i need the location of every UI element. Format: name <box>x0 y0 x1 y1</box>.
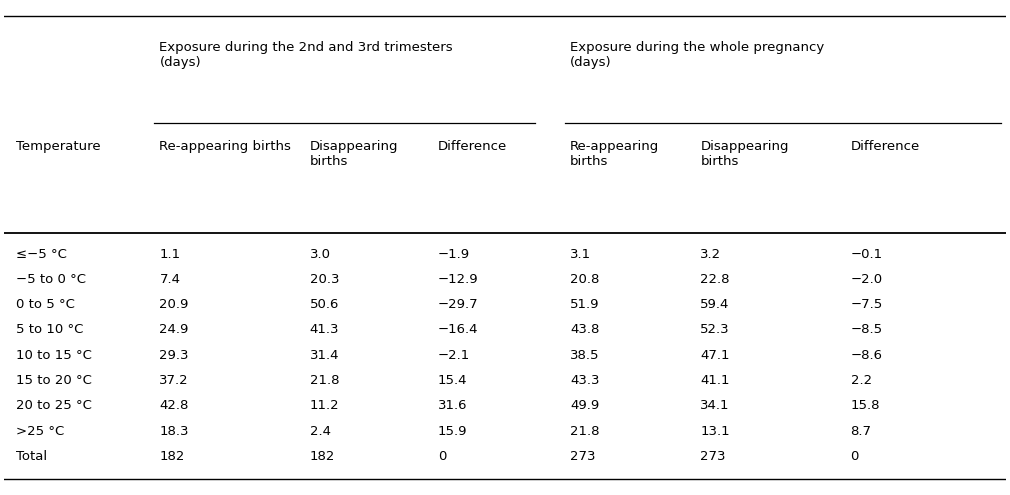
Text: 38.5: 38.5 <box>570 348 600 362</box>
Text: −1.9: −1.9 <box>438 248 470 260</box>
Text: 15 to 20 °C: 15 to 20 °C <box>16 374 92 387</box>
Text: 15.9: 15.9 <box>438 425 468 438</box>
Text: −5 to 0 °C: −5 to 0 °C <box>16 273 86 286</box>
Text: −16.4: −16.4 <box>438 323 479 337</box>
Text: 20.9: 20.9 <box>160 298 189 311</box>
Text: 5 to 10 °C: 5 to 10 °C <box>16 323 84 337</box>
Text: 52.3: 52.3 <box>700 323 730 337</box>
Text: 20.3: 20.3 <box>310 273 339 286</box>
Text: −8.5: −8.5 <box>850 323 883 337</box>
Text: 59.4: 59.4 <box>700 298 729 311</box>
Text: 3.0: 3.0 <box>310 248 330 260</box>
Text: Exposure during the whole pregnancy
(days): Exposure during the whole pregnancy (day… <box>570 41 824 69</box>
Text: Difference: Difference <box>850 141 920 153</box>
Text: 49.9: 49.9 <box>570 399 599 412</box>
Text: 1.1: 1.1 <box>160 248 181 260</box>
Text: 31.4: 31.4 <box>310 348 339 362</box>
Text: 182: 182 <box>160 450 185 463</box>
Text: 2.2: 2.2 <box>850 374 872 387</box>
Text: Temperature: Temperature <box>16 141 101 153</box>
Text: 24.9: 24.9 <box>160 323 189 337</box>
Text: 47.1: 47.1 <box>700 348 730 362</box>
Text: Re-appearing
births: Re-appearing births <box>570 141 660 168</box>
Text: 20 to 25 °C: 20 to 25 °C <box>16 399 92 412</box>
Text: 8.7: 8.7 <box>850 425 872 438</box>
Text: 3.1: 3.1 <box>570 248 591 260</box>
Text: 182: 182 <box>310 450 335 463</box>
Text: 20.8: 20.8 <box>570 273 600 286</box>
Text: 31.6: 31.6 <box>438 399 468 412</box>
Text: 15.4: 15.4 <box>438 374 468 387</box>
Text: >25 °C: >25 °C <box>16 425 65 438</box>
Text: 2.4: 2.4 <box>310 425 330 438</box>
Text: 43.3: 43.3 <box>570 374 600 387</box>
Text: 15.8: 15.8 <box>850 399 880 412</box>
Text: 21.8: 21.8 <box>310 374 339 387</box>
Text: Exposure during the 2nd and 3rd trimesters
(days): Exposure during the 2nd and 3rd trimeste… <box>160 41 453 69</box>
Text: 13.1: 13.1 <box>700 425 730 438</box>
Text: 3.2: 3.2 <box>700 248 721 260</box>
Text: 11.2: 11.2 <box>310 399 339 412</box>
Text: −7.5: −7.5 <box>850 298 883 311</box>
Text: 0: 0 <box>850 450 858 463</box>
Text: 10 to 15 °C: 10 to 15 °C <box>16 348 92 362</box>
Text: 50.6: 50.6 <box>310 298 339 311</box>
Text: −0.1: −0.1 <box>850 248 883 260</box>
Text: −8.6: −8.6 <box>850 348 883 362</box>
Text: Re-appearing births: Re-appearing births <box>160 141 291 153</box>
Text: 21.8: 21.8 <box>570 425 600 438</box>
Text: 0: 0 <box>438 450 446 463</box>
Text: −2.0: −2.0 <box>850 273 883 286</box>
Text: ≤−5 °C: ≤−5 °C <box>16 248 67 260</box>
Text: Difference: Difference <box>438 141 507 153</box>
Text: 273: 273 <box>700 450 726 463</box>
Text: 7.4: 7.4 <box>160 273 181 286</box>
Text: 34.1: 34.1 <box>700 399 730 412</box>
Text: −29.7: −29.7 <box>438 298 479 311</box>
Text: Total: Total <box>16 450 47 463</box>
Text: 0 to 5 °C: 0 to 5 °C <box>16 298 75 311</box>
Text: 41.1: 41.1 <box>700 374 730 387</box>
Text: Disappearing
births: Disappearing births <box>700 141 789 168</box>
Text: 51.9: 51.9 <box>570 298 600 311</box>
Text: −12.9: −12.9 <box>438 273 479 286</box>
Text: 18.3: 18.3 <box>160 425 189 438</box>
Text: 273: 273 <box>570 450 596 463</box>
Text: 43.8: 43.8 <box>570 323 600 337</box>
Text: 22.8: 22.8 <box>700 273 730 286</box>
Text: 42.8: 42.8 <box>160 399 189 412</box>
Text: 29.3: 29.3 <box>160 348 189 362</box>
Text: 37.2: 37.2 <box>160 374 189 387</box>
Text: Disappearing
births: Disappearing births <box>310 141 398 168</box>
Text: 41.3: 41.3 <box>310 323 339 337</box>
Text: −2.1: −2.1 <box>438 348 470 362</box>
